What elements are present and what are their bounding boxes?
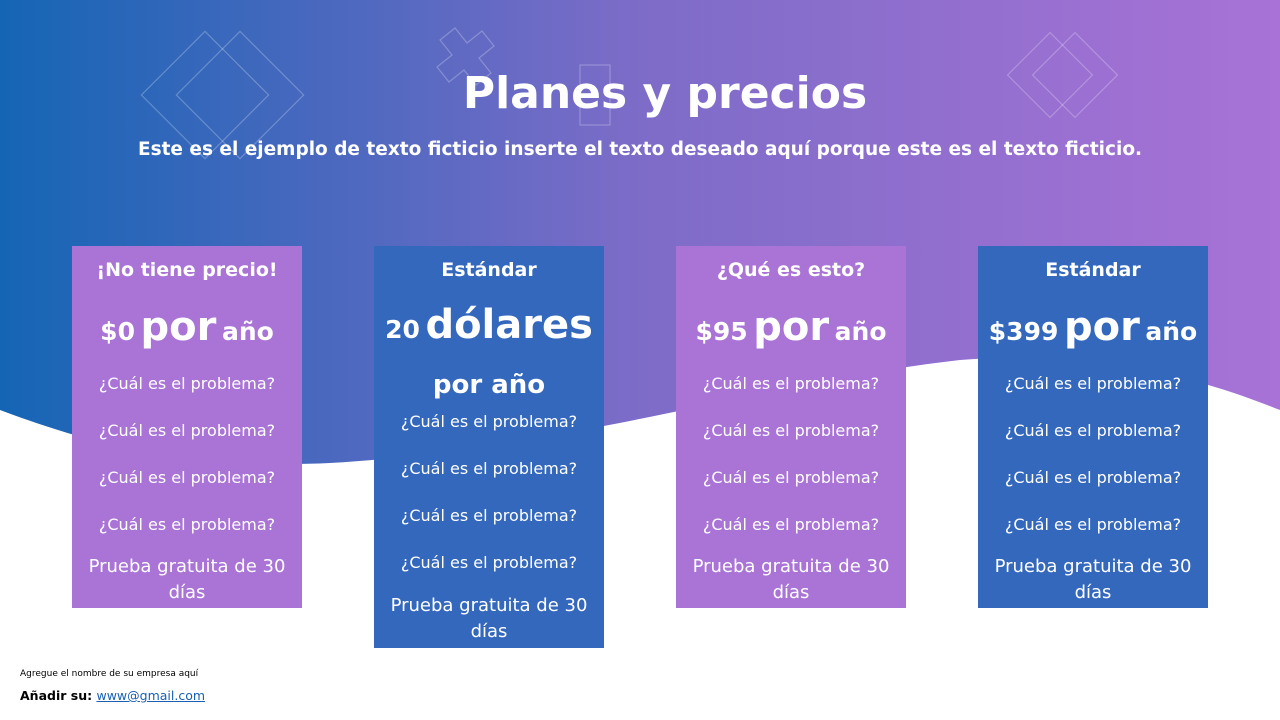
- feature-item: ¿Cuál es el problema?: [702, 374, 880, 393]
- feature-item: ¿Cuál es el problema?: [1004, 515, 1182, 534]
- plan-card-standard-399: Estándar $399 por año ¿Cuál es el proble…: [978, 246, 1208, 608]
- trial-text: Prueba gratuita de 30 días: [390, 595, 588, 642]
- feature-item: ¿Cuál es el problema?: [702, 421, 880, 440]
- feature-item: ¿Cuál es el problema?: [1004, 374, 1182, 393]
- plan-card-standard: Estándar 20 dólares por año ¿Cuál es el …: [374, 246, 604, 648]
- decorative-shapes: [140, 27, 1119, 160]
- feature-item: ¿Cuál es el problema?: [702, 515, 880, 534]
- plan-price: 20 dólares: [385, 302, 593, 348]
- feature-item: ¿Cuál es el problema?: [1004, 468, 1182, 487]
- feature-item: ¿Cuál es el problema?: [400, 459, 578, 478]
- trial-text: Prueba gratuita de 30 días: [692, 556, 890, 603]
- trial-text: Prueba gratuita de 30 días: [88, 556, 286, 603]
- feature-item: ¿Cuál es el problema?: [98, 515, 276, 534]
- page-subtitle: Este es el ejemplo de texto ficticio ins…: [137, 139, 1143, 160]
- plan-name: ¿Qué es esto?: [716, 259, 866, 281]
- feature-item: ¿Cuál es el problema?: [400, 412, 578, 431]
- add-label: Añadir su:: [20, 688, 93, 703]
- contact-line: Añadir su: www@gmail.com: [20, 688, 205, 703]
- plan-name: ¡No tiene precio!: [96, 259, 278, 281]
- plan-price: $95 por año: [695, 304, 887, 350]
- plan-name: Estándar: [441, 259, 537, 281]
- company-name: Agregue el nombre de su empresa aquí: [20, 669, 199, 679]
- plan-card-free: ¡No tiene precio! $0 por año ¿Cuál es el…: [72, 246, 302, 608]
- plan-period: por año: [432, 370, 546, 400]
- trial-text: Prueba gratuita de 30 días: [994, 556, 1192, 603]
- plan-price: $399 por año: [988, 304, 1198, 350]
- plan-price: $0 por año: [100, 304, 274, 350]
- plan-name: Estándar: [1045, 259, 1141, 281]
- feature-item: ¿Cuál es el problema?: [98, 374, 276, 393]
- feature-item: ¿Cuál es el problema?: [98, 468, 276, 487]
- feature-item: ¿Cuál es el problema?: [702, 468, 880, 487]
- feature-item: ¿Cuál es el problema?: [1004, 421, 1182, 440]
- feature-item: ¿Cuál es el problema?: [400, 506, 578, 525]
- email-link[interactable]: www@gmail.com: [96, 688, 206, 703]
- page-title: Planes y precios: [462, 68, 868, 119]
- feature-item: ¿Cuál es el problema?: [98, 421, 276, 440]
- feature-item: ¿Cuál es el problema?: [400, 553, 578, 572]
- plan-card-what: ¿Qué es esto? $95 por año ¿Cuál es el pr…: [676, 246, 906, 608]
